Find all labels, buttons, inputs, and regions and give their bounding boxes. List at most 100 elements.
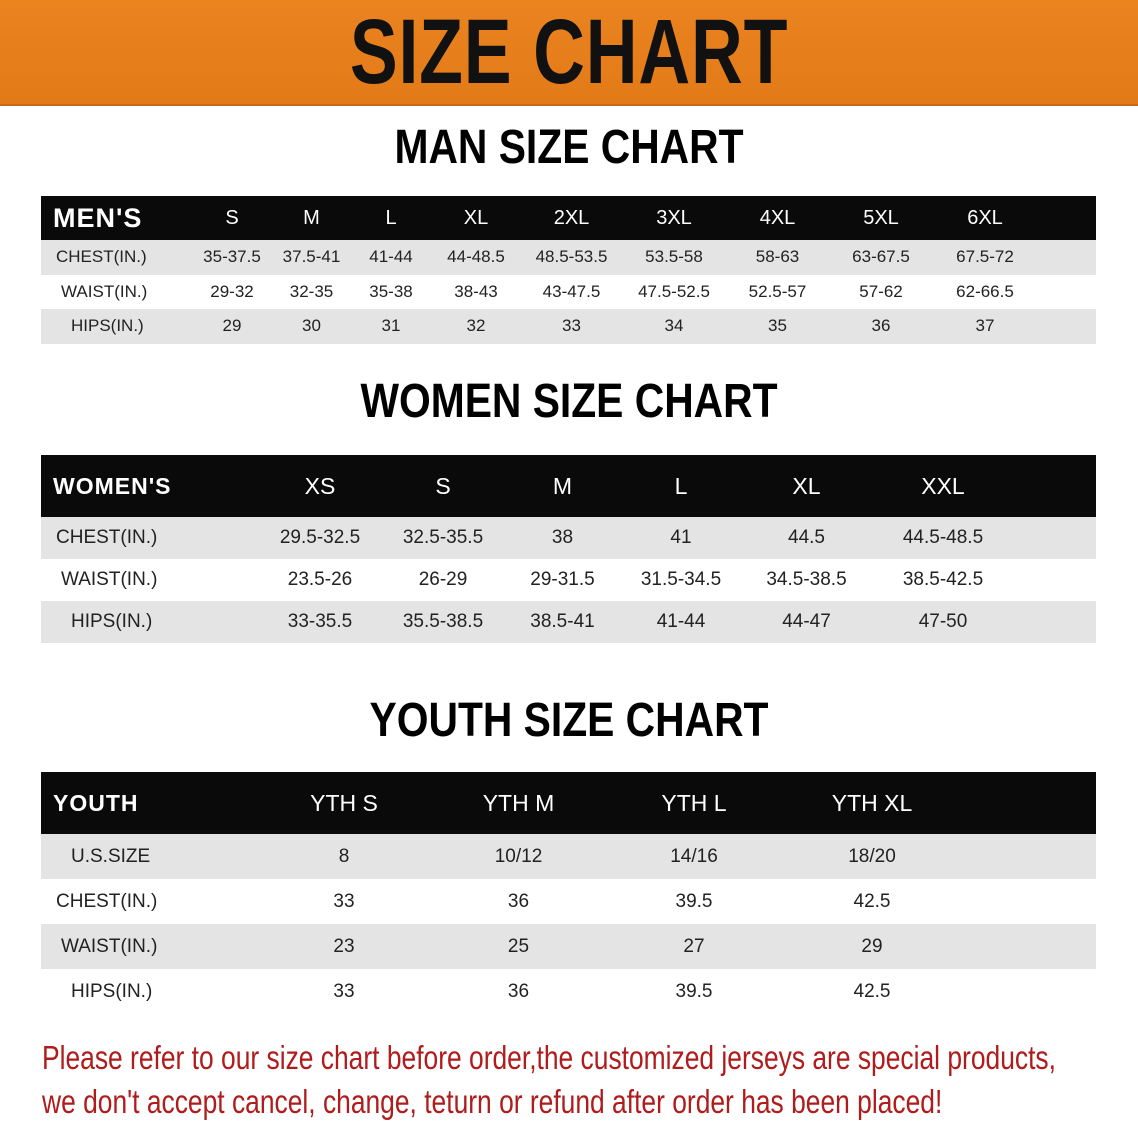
size-column-header: M [552, 472, 573, 499]
table-row: U.S.SIZE 8 10/12 14/16 18/20 [41, 834, 1096, 879]
measurement-value: 23 [333, 935, 355, 957]
measurement-value: 38-43 [454, 281, 498, 301]
table-row: WAIST(IN.) 29-32 32-35 35-38 38-43 43-47.5 47.… [41, 274, 1096, 309]
measurement-value: 57-62 [859, 281, 903, 301]
measurement-label: CHEST(IN.) [56, 890, 158, 912]
size-column-header: S [435, 472, 451, 499]
measurement-label: CHEST(IN.) [56, 527, 158, 548]
measurement-label: U.S.SIZE [71, 845, 151, 867]
table-row: CHEST(IN.) 33 36 39.5 42.5 [41, 879, 1096, 924]
measurement-value: 58-63 [755, 247, 800, 267]
men-size-table: MEN'S S M L XL 2XL 3XL 4XL 5XL 6XL CHEST(IN.) 35-37… [41, 196, 1096, 344]
measurement-value: 35-38 [369, 281, 413, 301]
measurement-value: 37 [975, 316, 995, 336]
measurement-label: HIPS(IN.) [71, 316, 144, 336]
table-row: HIPS(IN.) 33-35.5 35.5-38.5 38.5-41 41-44 44-… [41, 601, 1096, 643]
table-header-label: YOUTH [53, 789, 139, 816]
table-header-row: YOUTH YTH S YTH M YTH L YTH XL [41, 772, 1096, 834]
table-header-row: MEN'S S M L XL 2XL 3XL 4XL 5XL 6XL [41, 196, 1096, 240]
table-header-row: WOMEN'S XS S M L XL XXL [41, 455, 1096, 517]
size-column-header: 2XL [553, 206, 590, 229]
measurement-value: 32 [466, 316, 486, 336]
measurement-value: 33 [562, 316, 581, 336]
measurement-value: 35 [768, 316, 787, 336]
size-column-header: YTH L [661, 789, 727, 816]
measurement-value: 41-44 [369, 247, 413, 267]
banner-title: SIZE CHART [349, 1, 789, 103]
measurement-value: 32-35 [289, 281, 334, 301]
measurement-value: 36 [507, 980, 530, 1002]
measurement-value: 30 [302, 316, 321, 336]
size-column-header: XS [304, 472, 336, 499]
measurement-value: 10/12 [494, 845, 543, 867]
size-column-header: 3XL [656, 206, 692, 229]
measurement-value: 39.5 [675, 980, 713, 1002]
youth-size-table: YOUTH YTH S YTH M YTH L YTH XL U.S.SIZE 8 10/12… [41, 772, 1096, 1014]
measurement-value: 8 [338, 845, 350, 867]
measurement-value: 42.5 [853, 980, 891, 1002]
measurement-value: 41-44 [656, 611, 706, 632]
measurement-label: HIPS(IN.) [71, 611, 153, 632]
measurement-value: 62-66.5 [956, 281, 1014, 301]
women-size-table: WOMEN'S XS S M L XL XXL CHEST(IN.) 29.5-32.5 32.5… [41, 455, 1096, 643]
measurement-value: 33-35.5 [287, 611, 353, 632]
measurement-value: 36 [871, 316, 891, 336]
measurement-value: 29-31.5 [530, 569, 595, 590]
size-chart-banner: SIZE CHART [0, 0, 1138, 106]
measurement-value: 44-47 [782, 611, 831, 632]
size-column-header: L [674, 472, 688, 499]
measurement-value: 47-50 [918, 611, 968, 632]
measurement-value: 29 [861, 935, 883, 957]
measurement-label: HIPS(IN.) [71, 980, 153, 1002]
size-column-header: YTH XL [831, 789, 913, 816]
size-column-header: 4XL [759, 206, 796, 229]
measurement-value: 39.5 [675, 890, 713, 912]
measurement-label: CHEST(IN.) [56, 247, 147, 267]
table-header-label: MEN'S [53, 202, 143, 233]
measurement-value: 38.5-42.5 [902, 569, 984, 590]
measurement-value: 43-47.5 [542, 281, 601, 301]
table-row: CHEST(IN.) 35-37.5 37.5-41 41-44 44-48.5 48.5… [41, 240, 1096, 275]
measurement-value: 41 [670, 527, 692, 548]
measurement-value: 38 [551, 527, 574, 548]
size-column-header: S [225, 206, 239, 229]
measurement-value: 63-67.5 [852, 247, 910, 267]
women-section-title: WOMEN SIZE CHART [360, 375, 778, 428]
measurement-label: WAIST(IN.) [61, 935, 158, 957]
measurement-value: 44.5-48.5 [902, 527, 984, 548]
table-row: WAIST(IN.) 23.5-26 26-29 29-31.5 31.5-34.5 34… [41, 559, 1096, 601]
measurement-value: 31.5-34.5 [640, 569, 722, 590]
measurement-value: 29 [222, 316, 242, 336]
policy-notice-line-1: Please refer to our size chart before or… [42, 1039, 1056, 1076]
measurement-value: 35-37.5 [203, 247, 261, 267]
size-column-header: XXL [921, 472, 965, 499]
policy-notice-line-2: we don't accept cancel, change, teturn o… [42, 1083, 943, 1120]
measurement-value: 31 [381, 316, 401, 336]
measurement-value: 33 [333, 890, 355, 912]
measurement-value: 47.5-52.5 [638, 281, 710, 301]
measurement-value: 53.5-58 [645, 247, 703, 267]
measurement-value: 38.5-41 [530, 611, 595, 632]
size-column-header: L [385, 206, 397, 229]
table-row: HIPS(IN.) 33 36 39.5 42.5 [41, 969, 1096, 1014]
measurement-value: 34.5-38.5 [766, 569, 847, 590]
measurement-value: 26-29 [418, 569, 468, 590]
size-column-header: XL [792, 472, 821, 499]
measurement-value: 44.5 [788, 527, 825, 548]
size-column-header: YTH S [310, 789, 378, 816]
men-section-title: MAN SIZE CHART [394, 121, 744, 174]
measurement-value: 35.5-38.5 [402, 611, 484, 632]
table-row: HIPS(IN.) 29 30 31 32 33 34 35 36 37 [41, 309, 1096, 344]
measurement-value: 23.5-26 [287, 569, 353, 590]
measurement-value: 27 [683, 935, 705, 957]
measurement-value: 33 [333, 980, 355, 1002]
measurement-value: 67.5-72 [956, 247, 1014, 267]
measurement-label: WAIST(IN.) [61, 569, 158, 590]
size-column-header: YTH M [482, 789, 555, 816]
measurement-value: 42.5 [853, 890, 891, 912]
measurement-value: 52.5-57 [748, 281, 807, 301]
youth-section-title: YOUTH SIZE CHART [369, 694, 769, 747]
measurement-value: 48.5-53.5 [535, 247, 608, 267]
size-column-header: 5XL [863, 206, 899, 229]
size-column-header: XL [463, 206, 489, 229]
